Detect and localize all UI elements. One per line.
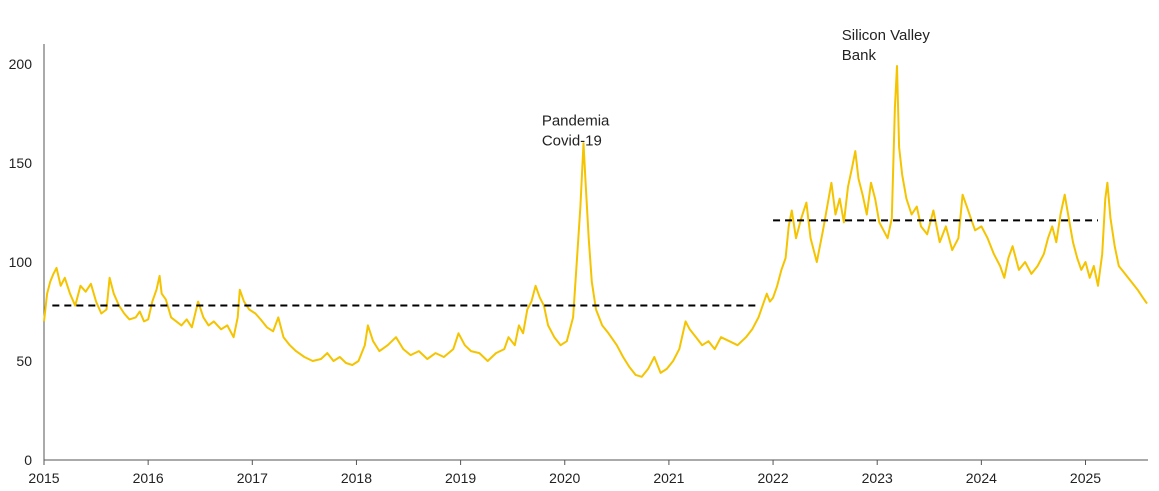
annotation-text: Silicon Valley [842,27,931,44]
x-tick-label: 2020 [549,470,580,486]
annotation-text: Covid-19 [542,132,602,149]
annotation-text: Bank [842,47,877,64]
x-tick-label: 2016 [133,470,164,486]
x-tick-label: 2018 [341,470,372,486]
chart-marks [43,65,1148,378]
y-tick-label: 100 [9,254,33,270]
y-tick-label: 200 [9,56,33,72]
x-tick-label: 2022 [757,470,788,486]
x-tick-label: 2021 [653,470,684,486]
y-tick-label: 0 [24,452,32,468]
annotation-1: Silicon Valley Bank [842,27,931,64]
x-tick-label: 2015 [28,470,59,486]
annotations: Pandemia Covid-19 Silicon Valley Bank [542,27,931,149]
x-tick-label: 2019 [445,470,476,486]
series-line-0 [43,65,1148,378]
annotation-text: Pandemia [542,112,610,129]
x-tick-label: 2024 [966,470,997,486]
y-tick-label: 150 [9,155,33,171]
x-tick-label: 2023 [862,470,893,486]
y-tick-label: 50 [16,353,32,369]
axes: 2015 2016 2017 2018 2019 2020 2021 2022 2023 2024… [9,44,1148,486]
x-tick-label: 2017 [237,470,268,486]
x-tick-label: 2025 [1070,470,1101,486]
annotation-0: Pandemia Covid-19 [542,112,610,149]
